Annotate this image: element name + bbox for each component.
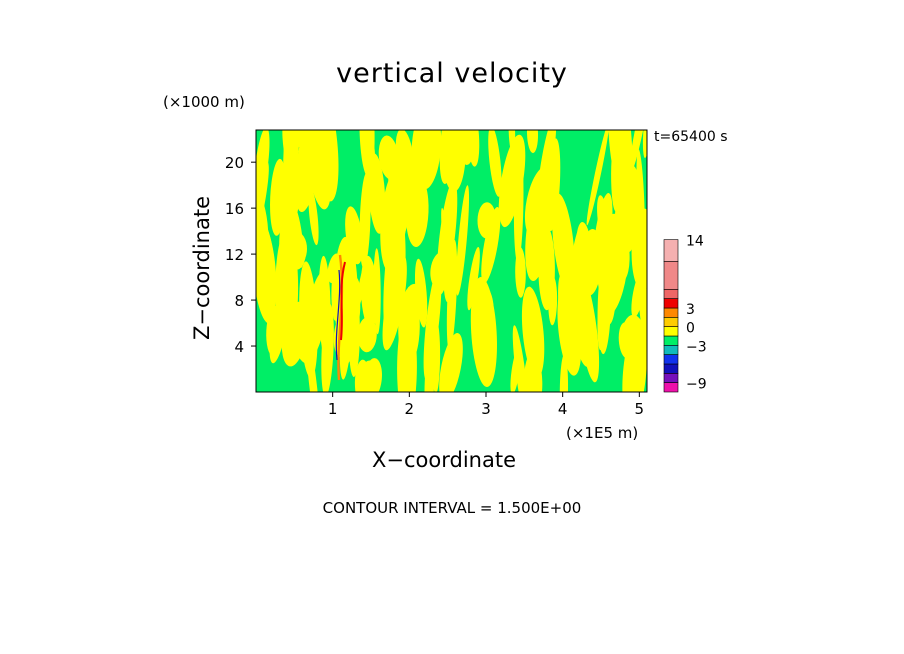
contour-region — [397, 143, 411, 195]
z-unit-label: (×1000 m) — [163, 93, 245, 111]
contour-region — [629, 130, 647, 174]
contour-region — [439, 333, 463, 392]
y-tick-label: 20 — [225, 154, 244, 172]
contour-region — [354, 359, 370, 392]
contour-region — [552, 193, 575, 292]
colorbar-segment — [663, 307, 679, 318]
y-tick-label: 16 — [225, 200, 244, 218]
colorbar-segment — [663, 372, 679, 383]
colorbar-segment — [663, 288, 679, 299]
contour-region — [481, 206, 501, 284]
contour-region — [383, 228, 398, 336]
contour-region — [557, 284, 582, 376]
colorbar-segment — [663, 298, 679, 309]
contour-region — [512, 325, 529, 392]
contour-region — [431, 320, 441, 392]
y-tick-label: 8 — [234, 292, 244, 310]
contour-region — [642, 130, 647, 159]
y-axis: 4 8 12 16 20 — [225, 154, 256, 356]
velocity-field — [256, 130, 647, 392]
downdraft-band — [335, 269, 341, 361]
contour-region — [423, 267, 442, 381]
contour-region — [299, 261, 318, 379]
contour-region — [559, 354, 569, 392]
contour-region — [524, 166, 555, 238]
contour-interval-label: CONTOUR INTERVAL = 1.500E+00 — [322, 499, 582, 517]
contour-region — [621, 314, 647, 364]
contour-region — [467, 246, 480, 311]
contour-region — [586, 130, 610, 226]
updraft-band — [337, 254, 344, 381]
colorbar-segment — [663, 260, 679, 290]
contour-region — [470, 276, 497, 388]
colorbar-segment — [663, 344, 679, 355]
colorbar-segment — [663, 335, 679, 346]
contour-region — [436, 180, 458, 295]
x-tick-label: 3 — [481, 400, 491, 418]
x-tick-label: 5 — [635, 400, 645, 418]
contour-region — [631, 268, 646, 318]
plot-frame — [255, 129, 648, 393]
y-tick-label: 4 — [234, 338, 244, 356]
contour-region — [579, 229, 603, 296]
contour-region — [400, 286, 412, 388]
contour-region — [270, 158, 287, 236]
contour-region — [608, 130, 633, 198]
colorbar-segment — [663, 354, 679, 365]
contour-region — [256, 161, 269, 264]
contour-region — [498, 134, 526, 228]
colorbar-tick-label: 3 — [686, 302, 695, 318]
colorbar-tick-label: −3 — [686, 339, 707, 355]
contour-region — [600, 226, 617, 325]
contour-region — [411, 130, 429, 204]
contour-region — [360, 255, 378, 329]
contour-region — [258, 221, 277, 300]
colorbar-tick-label: 14 — [686, 234, 704, 250]
contour-region — [331, 264, 340, 321]
contour-region — [281, 301, 308, 367]
colorbar-segment — [663, 239, 679, 262]
contour-region — [266, 305, 283, 356]
contour-region — [459, 130, 475, 165]
chart-title: vertical velocity — [336, 58, 568, 89]
contour-region — [348, 236, 358, 277]
contour-region — [631, 208, 647, 291]
colorbar-segment — [663, 363, 679, 374]
contour-region — [488, 130, 502, 197]
colorbar-segment — [663, 382, 679, 393]
x-tick-label: 1 — [328, 400, 338, 418]
contour-region — [351, 277, 361, 308]
contour-region — [308, 187, 319, 246]
colorbar-tick-label: −9 — [686, 377, 707, 393]
contour-region — [526, 130, 539, 154]
x-axis: 1 2 3 4 5 — [328, 392, 644, 418]
contour-region — [414, 258, 428, 328]
contour-region — [378, 135, 400, 180]
x-unit-label: (×1E5 m) — [566, 424, 639, 442]
colorbar-segment — [663, 316, 679, 327]
contour-region — [365, 143, 376, 199]
contour-region — [515, 247, 526, 298]
contour-region — [477, 202, 497, 239]
contour-region — [256, 130, 270, 202]
y-tick-label: 12 — [225, 246, 244, 264]
x-tick-label: 2 — [405, 400, 415, 418]
contour-region — [293, 130, 316, 150]
colorbar-segment — [663, 326, 679, 337]
colorbar: 14 3 0 −3 −9 — [663, 234, 707, 393]
colorbar-tick-label: 0 — [686, 321, 695, 337]
contour-region — [321, 303, 334, 392]
time-label: t=65400 s — [654, 129, 728, 145]
contour-region — [636, 149, 645, 250]
updraft-core — [340, 261, 346, 341]
contour-region — [305, 333, 321, 392]
contour-region — [455, 185, 470, 296]
contour-region — [521, 286, 545, 378]
x-axis-label: X−coordinate — [372, 448, 516, 472]
contour-region — [439, 130, 460, 184]
x-tick-label: 4 — [558, 400, 568, 418]
